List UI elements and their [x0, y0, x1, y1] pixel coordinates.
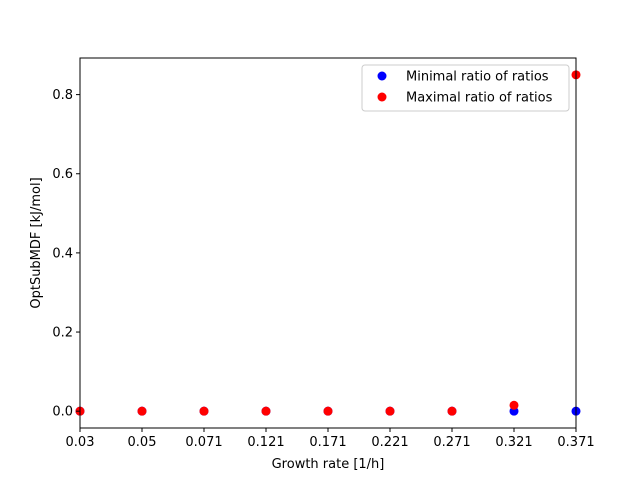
- legend: Minimal ratio of ratios Maximal ratio of …: [361, 64, 570, 112]
- plot-area: [75, 70, 581, 416]
- x-tick-label: 0.221: [371, 435, 408, 450]
- y-tick-label: 0.6: [52, 167, 73, 182]
- data-point: [137, 406, 147, 416]
- data-point: [509, 400, 519, 410]
- y-tick-label: 0.8: [52, 88, 73, 103]
- legend-box: [361, 64, 570, 112]
- x-tick-label: 0.271: [433, 435, 470, 450]
- x-tick-label: 0.321: [495, 435, 532, 450]
- x-tick-label: 0.03: [66, 435, 95, 450]
- y-axis-label: OptSubMDF [kJ/mol]: [29, 177, 44, 308]
- data-point: [385, 406, 395, 416]
- data-point: [447, 406, 457, 416]
- x-axis-label: Growth rate [1/h]: [272, 457, 385, 472]
- x-tick-label: 0.071: [185, 435, 222, 450]
- legend-label: Minimal ratio of ratios: [406, 70, 549, 85]
- x-tick-label: 0.171: [309, 435, 346, 450]
- axes-frame: [79, 57, 577, 429]
- x-tick-label: 0.05: [128, 435, 157, 450]
- x-axis-ticks: 0.03 0.05 0.071 0.121 0.171 0.221 0.271 0.321 0.…: [66, 428, 595, 450]
- y-tick-label: 0.2: [52, 326, 73, 341]
- data-point: [199, 406, 209, 416]
- x-tick-label: 0.371: [557, 435, 594, 450]
- data-point: [323, 406, 333, 416]
- legend-marker: [377, 92, 387, 102]
- y-tick-label: 0.4: [52, 246, 73, 261]
- y-tick-label: 0.0: [52, 405, 73, 420]
- x-tick-label: 0.121: [247, 435, 284, 450]
- y-axis-ticks: 0.0 0.2 0.4 0.6 0.8: [52, 88, 80, 420]
- legend-label: Maximal ratio of ratios: [406, 91, 553, 106]
- legend-marker: [377, 71, 387, 81]
- data-point: [261, 406, 271, 416]
